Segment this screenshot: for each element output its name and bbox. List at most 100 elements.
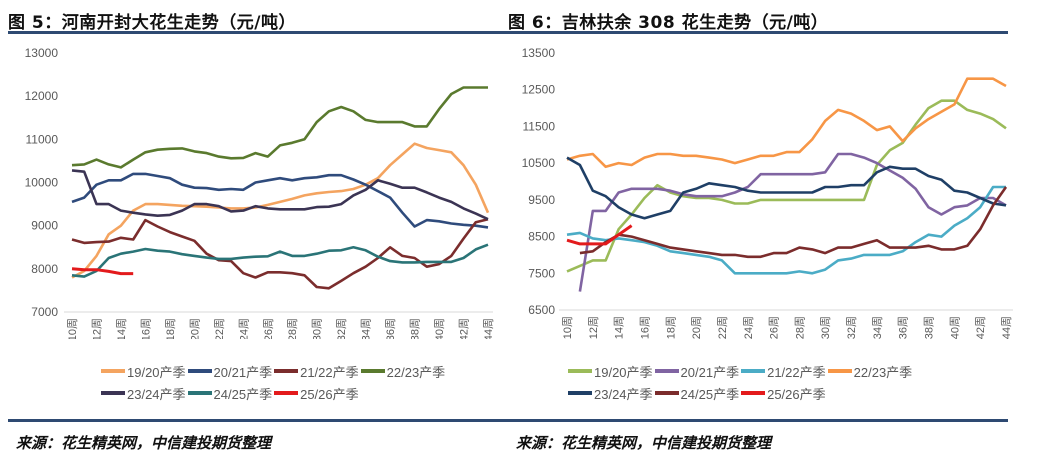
legend-item: 21/22产季 [274,362,359,381]
legend-row: 19/20产季 20/21产季 21/22产季 22/23产季 [508,360,1008,382]
x-tick-label: 10周 [561,316,574,339]
legend-swatch [101,369,125,373]
x-tick-label: 12周 [90,318,103,339]
legend-swatch [654,369,679,373]
chart-legend: 19/20产季 20/21产季 21/22产季 22/23产季 23/24产季 24/25… [508,360,1008,404]
x-tick-label: 10周 [66,318,79,339]
chart-panel-jilin: 图 6：吉林扶余 308 花生走势（元/吨） 6500 7500 8500 9500 1… [508,0,1020,461]
legend-item: 20/21产季 [654,362,740,381]
legend-swatch [568,369,592,373]
series-line-25-26 [71,267,134,276]
series-line-19-20 [566,99,1007,273]
legend-swatch [568,391,592,395]
legend-label: 25/26产季 [300,386,359,402]
x-tick-label: 16周 [638,316,651,339]
x-tick-label: 44周 [482,318,495,339]
x-tick-label: 42周 [974,316,987,339]
x-tick-label: 36周 [384,318,397,339]
legend-label: 24/25产季 [213,386,273,402]
legend-item: 25/26产季 [741,384,826,403]
legend-label: 19/20产季 [594,364,653,380]
legend-swatch [741,391,766,395]
y-tick-label: 10000 [25,176,59,190]
legend-label: 25/26产季 [767,386,826,402]
chart-title: 图 6：吉林扶余 308 花生走势（元/吨） [508,13,829,33]
x-tick-label: 12周 [587,316,600,339]
y-tick-label: 12000 [25,89,59,103]
x-tick-label: 36周 [897,316,910,339]
legend-item: 23/24产季 [101,384,186,403]
x-tick-label: 24周 [237,318,250,339]
title-divider [8,31,508,34]
legend-swatch [827,369,852,373]
legend-swatch [101,391,125,395]
series-line-21-22 [71,217,489,290]
x-tick-label: 16周 [139,318,152,339]
x-tick-label: 26周 [262,318,275,339]
x-tick-label: 32周 [335,318,348,339]
x-tick-label: 32周 [845,316,858,339]
x-tick-label: 34周 [360,318,373,339]
y-tick-label: 10500 [522,156,556,170]
legend-label: 23/24产季 [127,386,186,402]
legend-item: 25/26产季 [274,384,359,403]
series-line-24-25 [579,186,1008,259]
y-tick-label: 9500 [528,193,555,207]
x-tick-label: 40周 [948,316,961,339]
series-line-22-23 [71,86,488,169]
x-tick-label: 24周 [742,316,755,339]
y-tick-label: 11000 [26,132,59,146]
series-line-23-24 [566,156,1007,220]
y-tick-label: 8000 [31,262,58,276]
line-chart-jilin: 6500 7500 8500 9500 10500 11500 12500 13500 10周 1… [522,46,1013,339]
series-line-24-25 [71,243,489,278]
source-note: 来源：花生精英网，中信建投期货整理 [516,434,772,452]
legend-swatch [274,391,299,395]
x-tick-label: 30周 [819,316,832,339]
legend-swatch [187,391,212,395]
x-tick-label: 30周 [311,318,324,339]
y-tick-label: 9000 [31,219,58,233]
series-line-20-21 [71,172,489,229]
legend-item: 23/24产季 [568,384,653,403]
series-line-25-26 [566,224,633,246]
x-tick-label: 38周 [923,316,936,339]
y-tick-label: 7000 [31,305,58,319]
legend-label: 21/22产季 [300,364,359,380]
y-tick-label: 13500 [522,46,556,60]
legend-item: 22/23产季 [827,362,913,381]
chart-title: 图 5：河南开封大花生走势（元/吨） [8,13,296,33]
source-note: 来源：花生精英网，中信建投期货整理 [16,434,272,452]
legend-item: 19/20产季 [101,362,186,381]
x-tick-label: 28周 [793,316,806,339]
x-tick-label: 18周 [664,316,677,339]
x-tick-label: 20周 [690,316,703,339]
x-tick-label: 22周 [213,318,226,339]
x-tick-label: 20周 [188,318,201,339]
legend-label: 22/23产季 [386,364,446,380]
legend-item: 20/21产季 [187,362,272,381]
legend-label: 21/22产季 [767,364,826,380]
legend-label: 22/23产季 [853,364,913,380]
legend-swatch [274,369,299,373]
line-chart-henan: 7000 8000 9000 10000 11000 12000 13000 10周 12周 14… [25,46,495,339]
x-tick-label: 38周 [409,318,422,339]
y-tick-label: 11500 [523,119,556,133]
y-tick-label: 13000 [25,46,59,60]
legend-label: 20/21产季 [680,364,740,380]
x-tick-label: 14周 [613,316,626,339]
x-tick-label: 18周 [164,318,177,339]
y-tick-label: 8500 [528,230,555,244]
footer-divider [8,419,508,422]
x-tick-label: 26周 [768,316,781,339]
legend-row: 23/24产季 24/25产季 25/26产季 [8,382,508,404]
y-tick-label: 7500 [528,266,555,280]
legend-item: 21/22产季 [741,362,826,381]
series-line-22-23 [566,77,1007,169]
legend-label: 23/24产季 [594,386,653,402]
title-divider [508,31,1008,34]
legend-swatch [187,369,212,373]
x-tick-label: 14周 [115,318,128,339]
legend-label: 19/20产季 [127,364,186,380]
x-tick-label: 44周 [1000,316,1013,339]
